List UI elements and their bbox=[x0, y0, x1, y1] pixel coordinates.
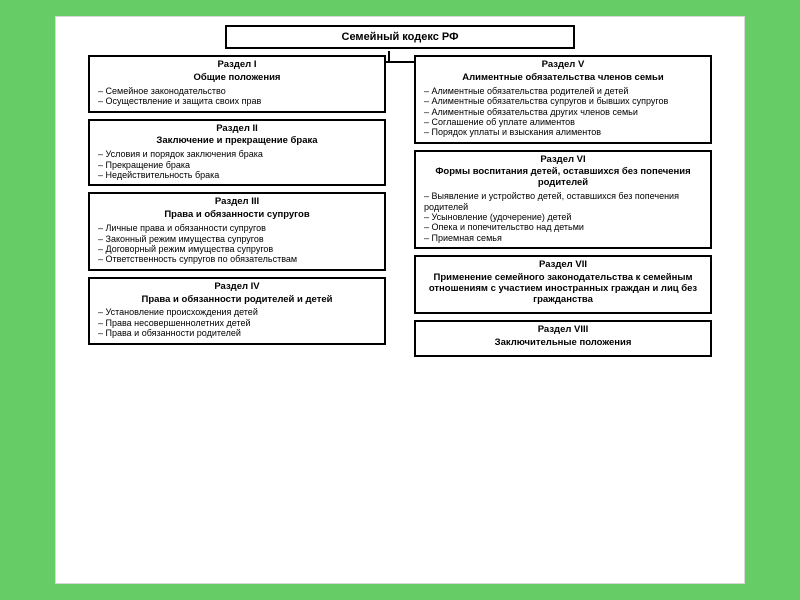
left-column: Раздел I Общие положения Семейное законода… bbox=[88, 55, 386, 357]
section-left-0: Раздел I Общие положения Семейное законода… bbox=[88, 55, 386, 113]
section-item: Выявление и устройство детей, оставшихся… bbox=[424, 191, 704, 212]
diagram-page: Семейный кодекс РФ Раздел I Общие положен… bbox=[55, 16, 745, 584]
section-items: Семейное законодательствоОсуществление и… bbox=[96, 86, 378, 107]
columns-wrap: Раздел I Общие положения Семейное законода… bbox=[70, 55, 730, 357]
section-subheading: Алиментные обязательства членов семьи bbox=[422, 73, 704, 84]
section-item: Недействительность брака bbox=[98, 170, 378, 180]
section-subheading: Применение семейного законодательства к … bbox=[422, 273, 704, 306]
section-heading: Раздел VII bbox=[422, 260, 704, 271]
section-item: Договорный режим имущества супругов bbox=[98, 244, 378, 254]
right-column: Раздел V Алиментные обязательства членов … bbox=[414, 55, 712, 357]
section-item: Усыновление (удочерение) детей bbox=[424, 212, 704, 222]
section-item: Осуществление и защита своих прав bbox=[98, 96, 378, 106]
section-left-1: Раздел IIЗаключение и прекращение брака У… bbox=[88, 119, 386, 187]
section-right-3: Раздел VIII Заключительные положения bbox=[414, 320, 712, 357]
section-items: Личные права и обязанности супруговЗакон… bbox=[96, 223, 378, 264]
section-items: Выявление и устройство детей, оставшихся… bbox=[422, 191, 704, 243]
section-subheading: Общие положения bbox=[96, 73, 378, 84]
section-heading: Раздел I bbox=[96, 60, 378, 71]
section-subheading: Заключение и прекращение брака bbox=[96, 136, 378, 147]
section-subheading: Формы воспитания детей, оставшихся без п… bbox=[422, 167, 704, 189]
section-item: Алиментные обязательства других членов с… bbox=[424, 107, 704, 117]
section-left-2: Раздел III Права и обязанности супругов Ли… bbox=[88, 192, 386, 270]
section-left-3: Раздел IV Права и обязанности родителей и… bbox=[88, 277, 386, 345]
section-item: Приемная семья bbox=[424, 233, 704, 243]
section-item: Права и обязанности родителей bbox=[98, 328, 378, 338]
section-right-2: Раздел VII Применение семейного законодат… bbox=[414, 255, 712, 314]
section-items: Установление происхождения детейПрава не… bbox=[96, 307, 378, 338]
section-subheading: Заключительные положения bbox=[422, 338, 704, 349]
section-item: Соглашение об уплате алиментов bbox=[424, 117, 704, 127]
section-item: Права несовершеннолетних детей bbox=[98, 318, 378, 328]
section-item: Семейное законодательство bbox=[98, 86, 378, 96]
section-heading: Раздел V bbox=[422, 60, 704, 71]
section-item: Порядок уплаты и взыскания алиментов bbox=[424, 127, 704, 137]
section-item: Опека и попечительство над детьми bbox=[424, 222, 704, 232]
section-item: Алиментные обязательства супругов и бывш… bbox=[424, 96, 704, 106]
section-heading: Раздел III bbox=[96, 197, 378, 208]
section-items: Алиментные обязательства родителей и дет… bbox=[422, 86, 704, 138]
section-item: Личные права и обязанности супругов bbox=[98, 223, 378, 233]
section-item: Алиментные обязательства родителей и дет… bbox=[424, 86, 704, 96]
section-heading: Раздел II bbox=[96, 124, 378, 135]
section-subheading: Права и обязанности родителей и детей bbox=[96, 295, 378, 306]
section-heading: Раздел VIII bbox=[422, 325, 704, 336]
section-items: Условия и порядок заключения бракаПрекра… bbox=[96, 149, 378, 180]
section-heading: Раздел VI bbox=[422, 155, 704, 166]
section-subheading: Права и обязанности супругов bbox=[96, 210, 378, 221]
section-item: Ответственность супругов по обязательств… bbox=[98, 254, 378, 264]
section-heading: Раздел IV bbox=[96, 282, 378, 293]
section-right-0: Раздел V Алиментные обязательства членов … bbox=[414, 55, 712, 144]
section-item: Законный режим имущества супругов bbox=[98, 234, 378, 244]
section-item: Прекращение брака bbox=[98, 160, 378, 170]
section-right-1: Раздел VIФормы воспитания детей, оставши… bbox=[414, 150, 712, 249]
section-item: Условия и порядок заключения брака bbox=[98, 149, 378, 159]
main-title: Семейный кодекс РФ bbox=[225, 25, 575, 49]
section-item: Установление происхождения детей bbox=[98, 307, 378, 317]
